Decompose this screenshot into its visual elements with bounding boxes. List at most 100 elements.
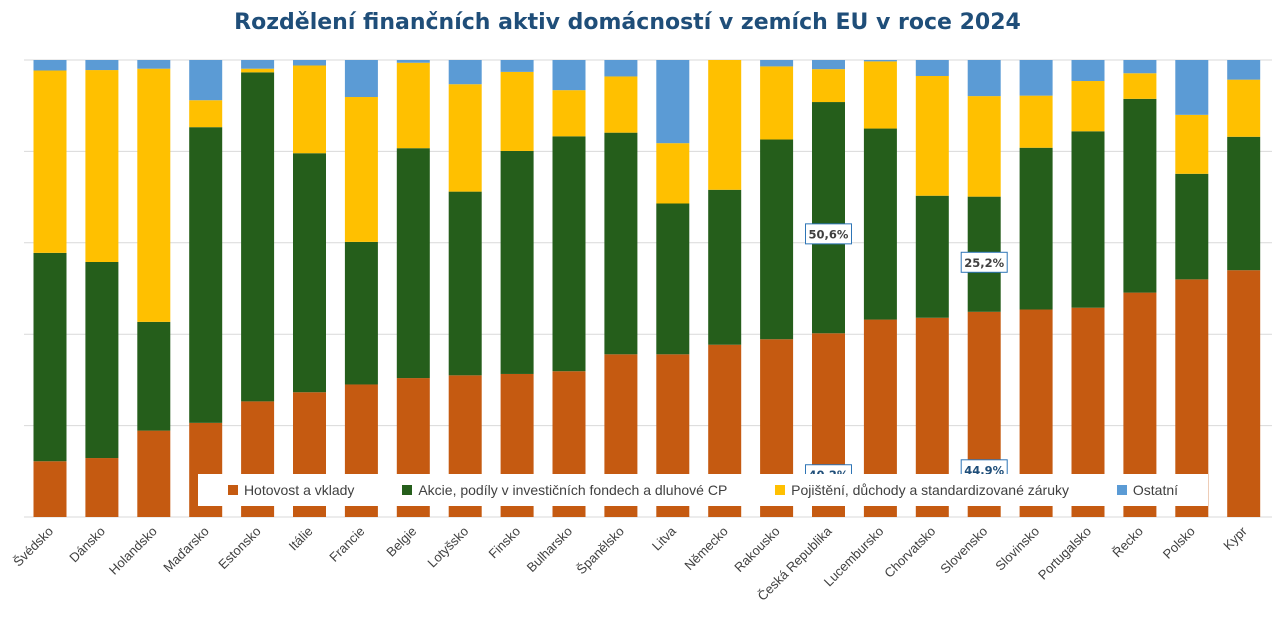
bar-portugalsko-series-2 — [1071, 81, 1105, 132]
bar-dansko-series-2 — [85, 70, 119, 262]
bar-finsko-series-3 — [500, 60, 534, 72]
x-tick-label-spanelsko: Španělsko — [573, 524, 627, 578]
bar-svedsko-series-2 — [33, 70, 67, 253]
bar-litva-series-3 — [656, 60, 690, 144]
legend-swatch-insurance — [775, 485, 786, 495]
bar-chorvatsko-series-2 — [915, 75, 949, 196]
bar-kypr-series-2 — [1227, 79, 1261, 137]
x-tick-label-recko: Řecko — [1109, 524, 1146, 561]
bar-francie-series-1 — [344, 241, 378, 385]
annotation-slovensko-1: 25,2% — [960, 251, 1008, 273]
bar-polsko-series-2 — [1175, 114, 1209, 174]
chart-title: Rozdělení finančních aktiv domácností v … — [234, 10, 1021, 35]
bar-chorvatsko-series-3 — [915, 60, 949, 76]
bar-estonsko-series-3 — [241, 60, 275, 69]
bar-italie-series-2 — [293, 65, 326, 154]
bar-lucembursko-series-1 — [863, 128, 897, 320]
gridlines — [24, 59, 1272, 518]
bar-svedsko-series-0 — [33, 461, 67, 517]
bar-rakousko-series-2 — [760, 66, 794, 140]
bar-recko-series-2 — [1123, 73, 1157, 99]
bar-francie-series-2 — [344, 97, 378, 242]
bar-italie-series-3 — [293, 60, 326, 66]
bar-slovinsko-series-2 — [1019, 95, 1053, 148]
bar-spanelsko-series-1 — [604, 132, 638, 355]
legend-label-insurance: Pojištění, důchody a standardizované zár… — [791, 482, 1070, 498]
x-tick-label-slovinsko: Slovinsko — [992, 524, 1042, 574]
bar-kypr-series-0 — [1227, 270, 1261, 517]
bar-lotyssko-series-2 — [448, 84, 482, 192]
bar-estonsko-series-2 — [241, 68, 275, 73]
bar-spanelsko-series-2 — [604, 76, 638, 133]
x-tick-label-bulharsko: Bulharsko — [524, 524, 575, 575]
legend-swatch-securities — [402, 485, 413, 495]
bar-madarsko-series-2 — [189, 100, 223, 128]
bar-spanelsko-series-3 — [604, 60, 638, 77]
x-tick-label-kypr: Kypr — [1220, 523, 1250, 553]
bar-lotyssko-series-1 — [448, 191, 482, 376]
legend-item-other: Ostatní — [1116, 482, 1178, 498]
bar-recko-series-3 — [1123, 60, 1157, 74]
bar-holandsko-series-3 — [137, 60, 171, 69]
bar-lucembursko-series-2 — [863, 61, 897, 129]
x-tick-label-finsko: Finsko — [486, 524, 524, 562]
annotation-text: 25,2% — [964, 256, 1004, 270]
x-tick-label-italie: Itálie — [286, 524, 316, 554]
bar-ceska-republika-series-2 — [812, 69, 845, 103]
x-tick-label-rakousko: Rakousko — [731, 524, 782, 575]
bar-polsko-series-3 — [1175, 60, 1209, 115]
bar-svedsko-series-3 — [33, 60, 67, 71]
bar-litva-series-2 — [656, 143, 690, 204]
bar-slovinsko-series-3 — [1019, 60, 1053, 96]
bar-dansko-series-3 — [85, 60, 119, 71]
x-tick-label-lotyssko: Lotyšsko — [424, 524, 471, 571]
x-tick-label-chorvatsko: Chorvatsko — [881, 524, 938, 581]
x-tick-label-holandsko: Holandsko — [106, 524, 160, 578]
legend-item-insurance: Pojištění, důchody a standardizované zár… — [775, 482, 1069, 498]
annotation-text: 50,6% — [809, 227, 849, 241]
bar-lucembursko-series-3 — [863, 60, 897, 62]
legend-label-cash: Hotovost a vklady — [243, 482, 355, 498]
bar-belgie-series-3 — [396, 60, 430, 63]
bar-dansko-series-1 — [85, 261, 119, 459]
legend-label-securities: Akcie, podíly v investičních fondech a d… — [418, 482, 728, 498]
x-tick-label-litva: Litva — [649, 523, 680, 554]
bar-estonsko-series-1 — [241, 72, 275, 402]
x-tick-label-dansko: Dánsko — [66, 524, 108, 566]
annotation-box — [805, 223, 852, 245]
legend-swatch-other — [1116, 485, 1127, 495]
bar-holandsko-series-1 — [137, 321, 171, 431]
bar-lotyssko-series-3 — [448, 60, 482, 85]
bar-series — [33, 60, 1261, 517]
x-tick-label-belgie: Belgie — [383, 524, 419, 560]
annotation-text: 44,9% — [964, 463, 1004, 477]
x-tick-label-nemecko: Německo — [681, 524, 730, 573]
bar-belgie-series-1 — [396, 148, 430, 379]
bar-rakousko-series-3 — [760, 60, 794, 67]
bar-francie-series-3 — [344, 60, 378, 98]
bar-dansko-series-0 — [85, 458, 119, 517]
bar-nemecko-series-2 — [708, 60, 742, 190]
bar-italie-series-1 — [293, 153, 326, 393]
bar-holandsko-series-0 — [137, 430, 171, 517]
legend-swatch-cash — [227, 485, 238, 495]
bar-kypr-series-3 — [1227, 60, 1261, 80]
bar-madarsko-series-3 — [189, 60, 223, 101]
bar-slovensko-series-3 — [967, 60, 1001, 97]
x-tick-label-slovensko: Slovensko — [937, 524, 990, 577]
bar-ceska-republika-series-3 — [812, 60, 845, 70]
bar-ceska-republika-series-1 — [812, 102, 845, 334]
bar-madarsko-series-1 — [189, 127, 223, 423]
bar-svedsko-series-1 — [33, 252, 67, 462]
bar-chorvatsko-series-1 — [915, 195, 949, 318]
bar-bulharsko-series-1 — [552, 136, 586, 372]
x-tick-label-estonsko: Estonsko — [215, 524, 263, 572]
bar-recko-series-1 — [1123, 98, 1157, 293]
bar-bulharsko-series-2 — [552, 90, 586, 137]
x-tick-label-francie: Francie — [326, 524, 367, 565]
bar-finsko-series-2 — [500, 71, 534, 151]
bar-slovinsko-series-1 — [1019, 147, 1053, 310]
x-tick-label-portugalsko: Portugalsko — [1035, 524, 1094, 583]
